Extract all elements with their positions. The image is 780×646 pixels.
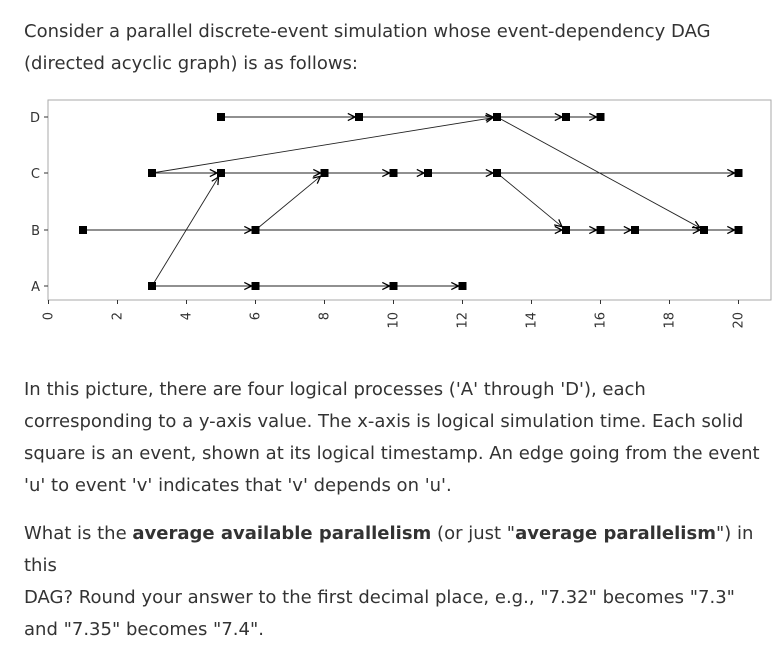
dependency-edge [151, 118, 493, 174]
intro-line-2: (directed acyclic graph) is as follows: [24, 53, 358, 74]
x-tick-label: 10 [387, 312, 402, 329]
intro-line-1: Consider a parallel discrete-event simul… [24, 21, 711, 42]
events-layer [79, 113, 743, 290]
x-tick-label: 14 [525, 312, 540, 329]
axis-ticks: A B C D 0 2 4 6 8 10 12 14 16 18 20 [30, 111, 747, 329]
event-marker [631, 226, 639, 234]
x-tick-label: 12 [456, 312, 471, 329]
description-text: In this picture, there are four logical … [24, 374, 776, 502]
y-tick-label: C [31, 167, 40, 182]
description-line-2: corresponding to a y-axis value. The x-a… [24, 411, 744, 432]
x-tick-label: 2 [111, 312, 126, 320]
event-marker [148, 282, 156, 290]
event-marker [320, 169, 329, 177]
y-tick-label: D [30, 111, 40, 126]
x-tick-label: 6 [249, 312, 264, 320]
event-marker [458, 282, 467, 290]
x-tick-label: 20 [732, 312, 747, 329]
question-bold-2: average parallelism [515, 523, 716, 544]
x-tick-label: 16 [594, 312, 609, 329]
event-marker [734, 226, 743, 234]
dependency-edge [496, 116, 700, 228]
event-marker [493, 169, 501, 177]
description-line-3: square is an event, shown at its logical… [24, 443, 760, 464]
event-marker [562, 226, 570, 234]
edges-layer [83, 117, 735, 286]
event-marker [217, 169, 225, 177]
description-line-4: 'u' to event 'v' indicates that 'v' depe… [24, 475, 452, 496]
event-marker [148, 169, 156, 177]
question-bold-1: average available parallelism [132, 523, 432, 544]
question-suffix: ") in this [24, 523, 754, 576]
dependency-edge [151, 177, 219, 287]
plot-frame [47, 99, 772, 301]
event-marker [596, 226, 605, 234]
x-tick-label: 18 [663, 312, 678, 329]
dependency-edge [255, 176, 321, 231]
question-line-3: and "7.35" becomes "7.4". [24, 619, 264, 640]
event-marker [562, 113, 570, 121]
event-marker [79, 226, 87, 234]
event-marker [596, 113, 605, 121]
question-text: What is the average available parallelis… [24, 518, 776, 646]
event-marker [424, 169, 432, 177]
event-marker [217, 113, 225, 121]
question-mid: (or just " [431, 523, 516, 544]
question-prefix: What is the [24, 523, 133, 544]
x-tick-label: 4 [180, 312, 195, 320]
event-marker [493, 113, 501, 121]
intro-text: Consider a parallel discrete-event simul… [24, 16, 764, 80]
description-line-1: In this picture, there are four logical … [24, 379, 646, 400]
dag-chart: A B C D 0 2 4 6 8 10 12 14 16 18 20 [30, 99, 772, 329]
x-tick-label: 0 [42, 312, 57, 320]
event-marker [700, 226, 708, 234]
y-tick-label: B [31, 224, 40, 239]
event-marker [355, 113, 363, 121]
dependency-edge [496, 172, 562, 227]
y-tick-label: A [31, 280, 40, 295]
question-line-2: DAG? Round your answer to the first deci… [24, 587, 735, 608]
event-marker [389, 169, 398, 177]
event-marker [251, 226, 260, 234]
event-marker [389, 282, 398, 290]
event-marker [734, 169, 743, 177]
event-marker [251, 282, 260, 290]
x-tick-label: 8 [318, 312, 333, 320]
